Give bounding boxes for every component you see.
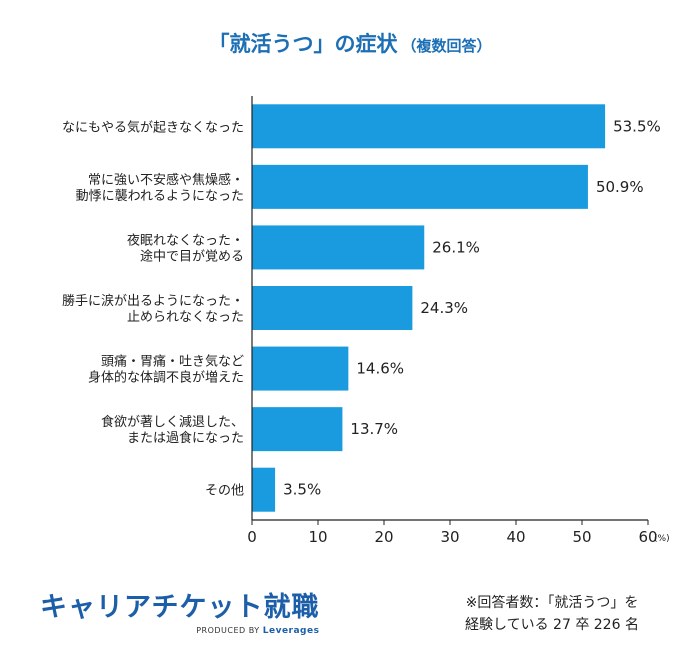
logo-sub-brand: Leverages bbox=[262, 626, 320, 636]
category-label-6-0: その他 bbox=[205, 484, 244, 499]
brand-logo: キャリアチケット就職 PRODUCED BY Leverages bbox=[40, 585, 319, 636]
x-tick-label-3: 30 bbox=[440, 528, 459, 546]
category-label-0-0: なにもやる気が起きなくなった bbox=[62, 119, 244, 135]
value-label-0: 53.5% bbox=[613, 117, 661, 135]
bar-2 bbox=[252, 225, 425, 270]
value-label-5: 13.7% bbox=[350, 420, 398, 438]
x-tick-label-2: 20 bbox=[374, 528, 393, 546]
category-label-2-0: 夜眠れなくなった・ bbox=[127, 233, 244, 248]
category-label-1-1: 動悸に襲われるようになった bbox=[76, 188, 244, 204]
x-axis-unit: (%) bbox=[654, 534, 670, 544]
bar-5 bbox=[252, 407, 343, 452]
chart-title-block: 「就活うつ」の症状 （複数回答） bbox=[0, 28, 700, 58]
bar-6 bbox=[252, 467, 276, 512]
chart-title: 「就活うつ」の症状 bbox=[208, 32, 398, 56]
x-tick-label-5: 50 bbox=[572, 528, 591, 546]
respondent-note: ※回答者数：「就活うつ」を 経験している 27 卒 226 名 bbox=[432, 592, 672, 636]
bar-3 bbox=[252, 286, 413, 330]
value-label-3: 24.3% bbox=[420, 299, 468, 317]
chart-subtitle: （複数回答） bbox=[401, 37, 492, 55]
category-label-4-0: 頭痛・胃痛・吐き気など bbox=[101, 354, 244, 370]
note-line-1: ※回答者数：「就活うつ」を bbox=[465, 595, 639, 611]
x-tick-label-0: 0 bbox=[247, 528, 257, 546]
bar-1 bbox=[252, 164, 588, 209]
bar-0 bbox=[252, 104, 606, 149]
category-label-3-1: 止められなくなった bbox=[127, 310, 244, 325]
category-label-5-1: または過食になった bbox=[127, 430, 244, 446]
logo-subtext: PRODUCED BY Leverages bbox=[40, 626, 319, 636]
note-line-2: 経験している 27 卒 226 名 bbox=[465, 617, 639, 633]
value-label-2: 26.1% bbox=[432, 238, 480, 256]
logo-text: キャリアチケット就職 bbox=[40, 592, 320, 623]
category-label-1-0: 常に強い不安感や焦燥感・ bbox=[88, 172, 244, 188]
x-tick-label-4: 40 bbox=[506, 528, 525, 546]
x-tick-label-1: 10 bbox=[308, 528, 327, 546]
category-label-5-0: 食欲が著しく減退した、 bbox=[101, 414, 244, 430]
bar-chart: 53.5% なにもやる気が起きなくなった 50.9% 常に強い不安感や焦燥感・動悸に襲… bbox=[62, 96, 670, 546]
bar-4 bbox=[252, 346, 349, 391]
value-label-4: 14.6% bbox=[356, 360, 404, 378]
category-label-4-1: 身体的な体調不良が増えた bbox=[88, 370, 244, 386]
category-label-2-1: 途中で目が覚める bbox=[140, 248, 244, 264]
logo-sub-prefix: PRODUCED BY bbox=[196, 626, 260, 635]
category-label-3-0: 勝手に涙が出るようになった・ bbox=[62, 293, 244, 309]
x-tick-label-6: 60 bbox=[638, 528, 657, 546]
value-label-6: 3.5% bbox=[283, 481, 321, 499]
value-label-1: 50.9% bbox=[596, 178, 644, 196]
